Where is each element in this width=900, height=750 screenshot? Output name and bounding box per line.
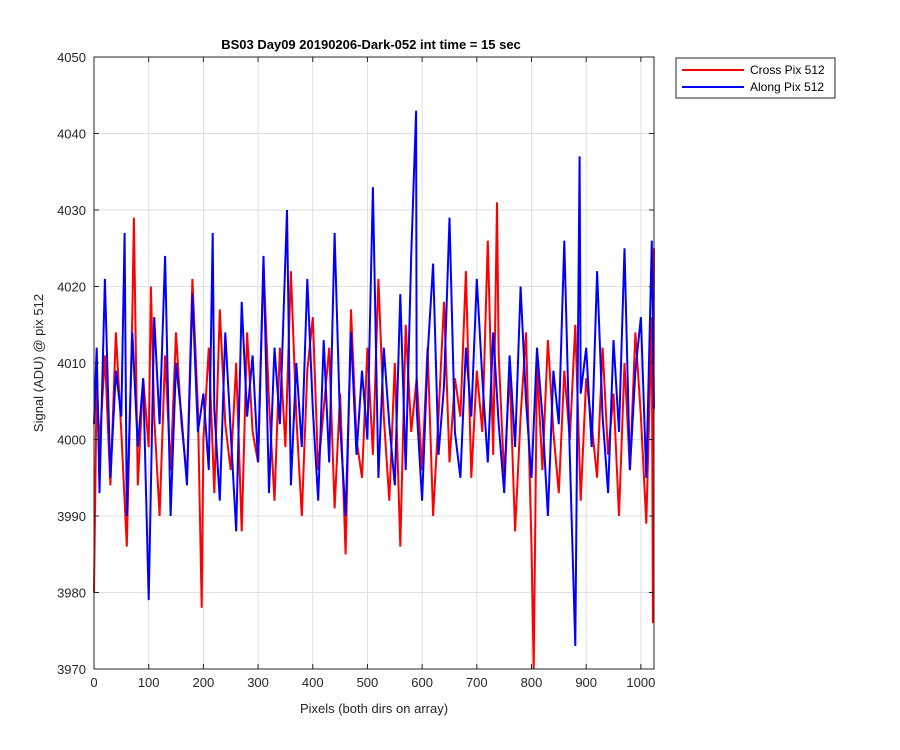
y-tick-label: 3980	[57, 586, 86, 601]
x-tick-label: 700	[466, 675, 488, 690]
x-axis-label: Pixels (both dirs on array)	[300, 701, 448, 716]
legend: Cross Pix 512 Along Pix 512	[675, 57, 836, 99]
x-tick-label: 100	[138, 675, 160, 690]
x-tick-label: 200	[193, 675, 215, 690]
y-axis-label: Signal (ADU) @ pix 512	[31, 294, 46, 432]
y-tick-label: 4030	[57, 203, 86, 218]
series-line-cross	[93, 202, 655, 670]
ticks	[93, 56, 654, 670]
y-tick-labels: 3970 3980 3990 4000 4010 4020 4030 4040 4050	[57, 50, 86, 677]
x-tick-labels: 0 100 200 300 400 500 600 700 800 900 1000	[90, 675, 655, 690]
y-tick-label: 4010	[57, 356, 86, 371]
legend-label-cross: Cross Pix 512	[750, 63, 825, 77]
x-tick-label: 1000	[626, 675, 655, 690]
y-tick-label: 3970	[57, 662, 86, 677]
y-tick-label: 3990	[57, 509, 86, 524]
x-tick-label: 0	[90, 675, 97, 690]
y-tick-label: 4050	[57, 50, 86, 65]
series-line-along	[93, 110, 655, 647]
chart-title: BS03 Day09 20190206-Dark-052 int time = …	[221, 37, 521, 52]
x-tick-label: 900	[575, 675, 597, 690]
y-tick-label: 4000	[57, 433, 86, 448]
legend-box	[675, 57, 836, 99]
y-tick-label: 4020	[57, 280, 86, 295]
series-layer	[93, 110, 655, 670]
legend-label-along: Along Pix 512	[750, 80, 824, 94]
x-tick-label: 400	[302, 675, 324, 690]
x-tick-label: 500	[357, 675, 379, 690]
y-tick-label: 4040	[57, 127, 86, 142]
x-tick-label: 300	[247, 675, 269, 690]
x-tick-label: 800	[521, 675, 543, 690]
x-tick-label: 600	[411, 675, 433, 690]
